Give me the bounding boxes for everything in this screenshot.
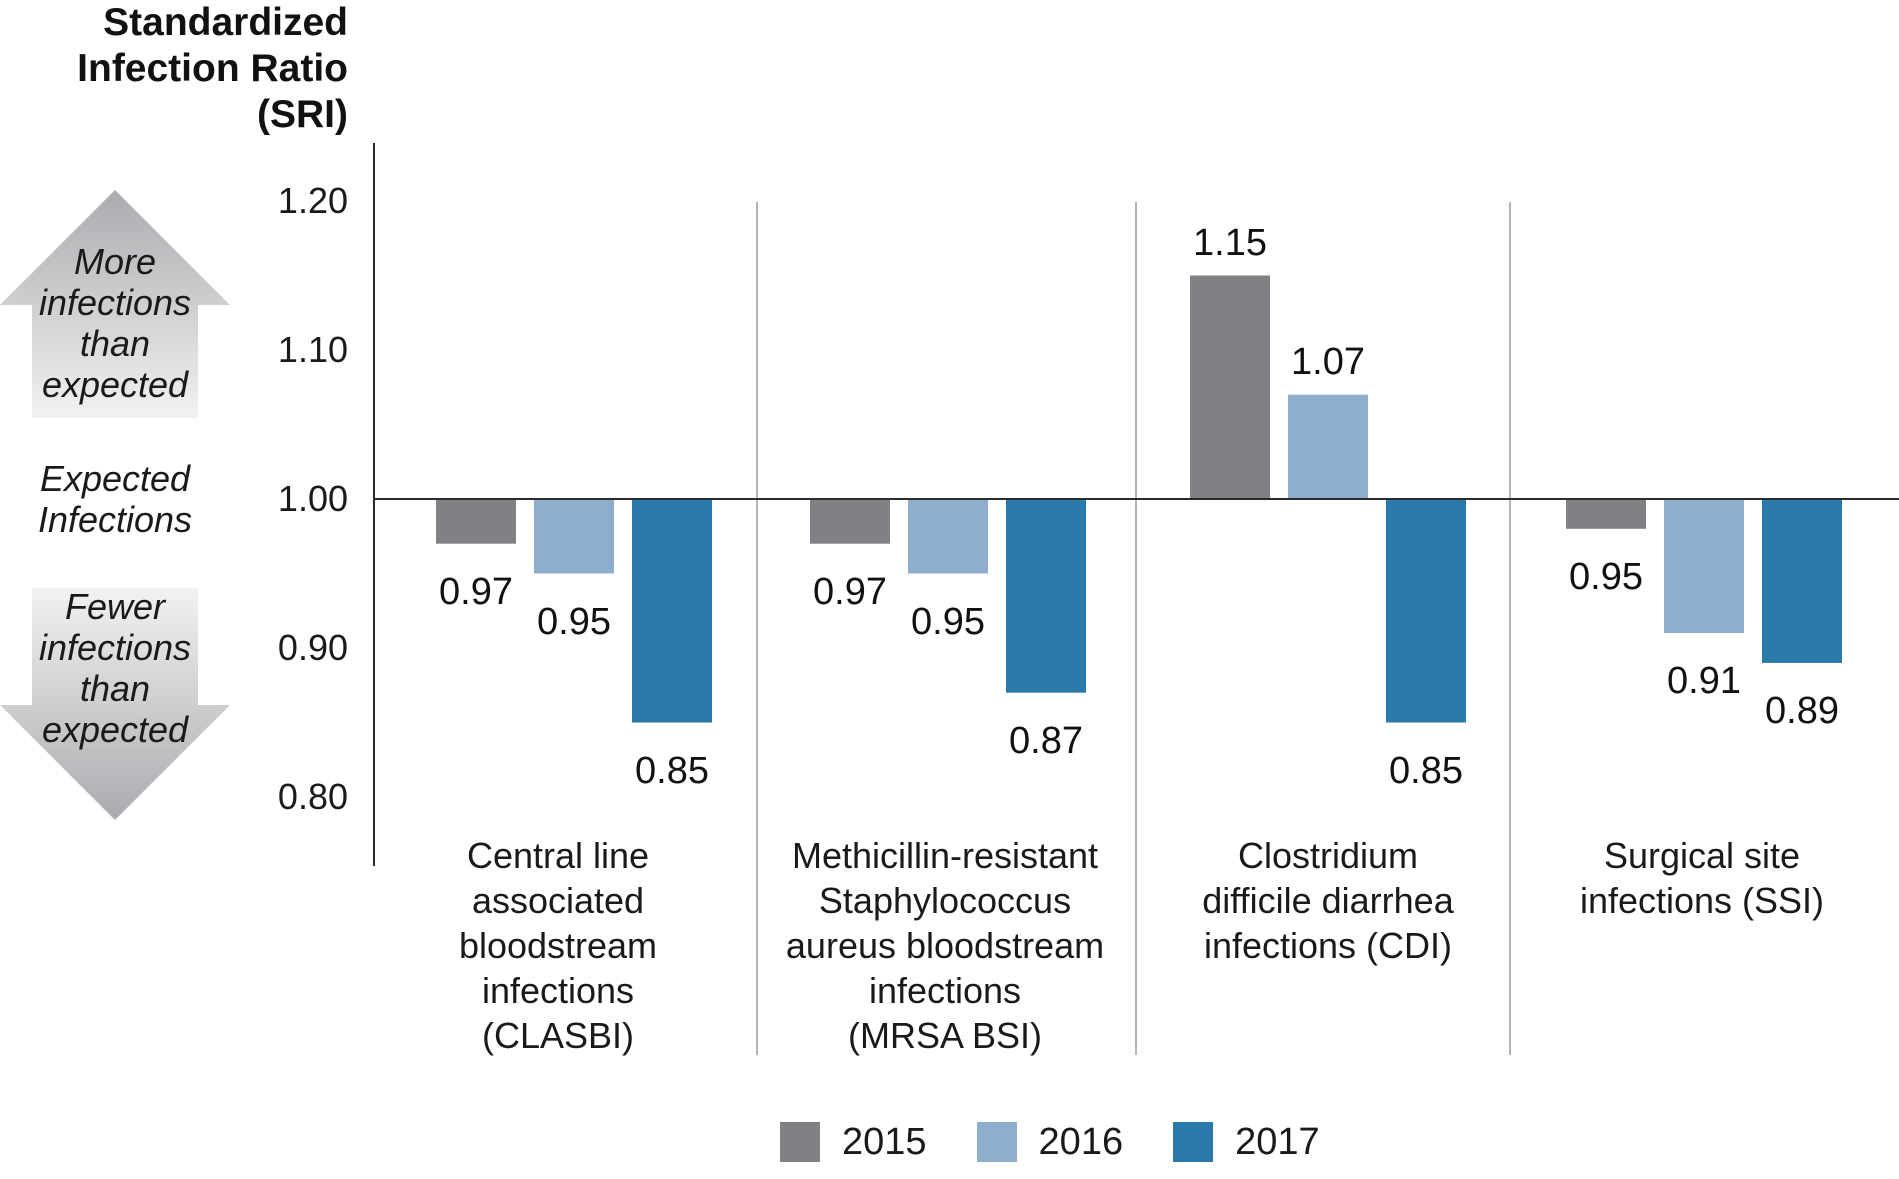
- category-label-line: infections (SSI): [1579, 880, 1825, 921]
- category-label: Central line associated bloodstream infecti…: [413, 833, 703, 1058]
- legend-label: 2015: [842, 1121, 927, 1163]
- bar-2015-cat2: [810, 499, 890, 544]
- legend-swatch: [1173, 1122, 1214, 1162]
- data-label: 1.15: [1193, 221, 1267, 264]
- y-tick-label: 0.80: [277, 776, 348, 817]
- bar-2016-cat1: [534, 499, 614, 574]
- data-label: 0.97: [439, 570, 513, 613]
- data-label: 0.95: [537, 600, 611, 643]
- category-label: Clostridium difficile diarrhea infections …: [1168, 833, 1488, 968]
- category-label-line: infections: [481, 970, 635, 1011]
- category-label-line: infections (CDI): [1203, 925, 1453, 966]
- down-arrow-icon: [0, 588, 230, 820]
- legend-item-2017: 2017: [1173, 1122, 1320, 1162]
- bar-2016-cat2: [908, 499, 988, 574]
- annotation-line: infections: [38, 627, 192, 668]
- data-label: 0.91: [1667, 660, 1741, 703]
- data-label: 1.07: [1291, 340, 1365, 383]
- category-label-line: Clostridium: [1237, 835, 1419, 876]
- category-label-line: Methicillin-resistant: [791, 835, 1099, 876]
- data-label: 0.95: [1569, 555, 1643, 598]
- bar-2016-cat4: [1664, 499, 1744, 634]
- data-label: 0.95: [911, 600, 985, 643]
- y-tick-label: 0.90: [277, 627, 348, 668]
- y-tick-label: 1.00: [277, 478, 348, 519]
- category-label-line: (MRSA BSI): [847, 1015, 1043, 1056]
- y-axis-title: Standardized Infection Ratio (SRI): [20, 0, 348, 138]
- expected-infections-label: Expected Infections: [0, 458, 230, 540]
- legend-label: 2016: [1038, 1121, 1124, 1163]
- annotation-line: More: [73, 241, 157, 282]
- data-label: 0.87: [1009, 719, 1083, 762]
- bar-2015-cat4: [1566, 499, 1646, 529]
- data-label: 0.89: [1765, 689, 1839, 732]
- annotation-line: expected: [41, 709, 189, 750]
- category-label-line: (CLASBI): [481, 1015, 635, 1056]
- legend-swatch: [976, 1122, 1017, 1162]
- legend-item-2016: 2016: [976, 1121, 1124, 1163]
- up-arrow-icon: [0, 190, 230, 418]
- annotation-line: Expected: [39, 458, 191, 499]
- annotation-line: than: [79, 668, 151, 709]
- category-label-line: bloodstream: [458, 925, 658, 966]
- category-label: Surgical site infections (SSI): [1552, 833, 1852, 923]
- bar-2017-cat1: [632, 499, 712, 723]
- y-axis-title-line: Infection Ratio: [77, 47, 348, 90]
- y-axis-title-line: (SRI): [257, 93, 348, 136]
- bar-2017-cat4: [1762, 499, 1842, 663]
- annotation-line: infections: [38, 282, 192, 323]
- bar-2015-cat1: [436, 499, 516, 544]
- category-label-line: aureus bloodstream: [785, 925, 1105, 966]
- bar-2017-cat2: [1006, 499, 1086, 693]
- annotation-line: Infections: [37, 499, 193, 540]
- data-label: 0.85: [1389, 749, 1463, 792]
- legend: 2015 2016 2017: [780, 1122, 1370, 1162]
- bar-2017-cat3: [1386, 499, 1466, 723]
- fewer-infections-label: Fewer infections than expected: [0, 586, 230, 750]
- annotation-line: than: [79, 323, 151, 364]
- legend-swatch: [780, 1122, 820, 1162]
- more-infections-label: More infections than expected: [0, 241, 230, 405]
- category-label-line: infections: [868, 970, 1022, 1011]
- legend-item-2015: 2015: [780, 1122, 927, 1162]
- bar-2015-cat3: [1190, 275, 1270, 499]
- category-label: Methicillin-resistant Staphylococcus aureu…: [765, 833, 1125, 1058]
- category-label-line: Surgical site: [1603, 835, 1801, 876]
- data-label: 0.97: [813, 570, 887, 613]
- y-tick-label: 1.10: [277, 329, 348, 370]
- category-label-line: Staphylococcus: [818, 880, 1072, 921]
- category-label-line: difficile diarrhea: [1202, 880, 1454, 921]
- category-label-line: associated: [471, 880, 645, 921]
- annotation-line: Fewer: [64, 586, 166, 627]
- y-axis-title-line: Standardized: [103, 1, 348, 44]
- data-label: 0.85: [635, 749, 709, 792]
- legend-label: 2017: [1235, 1121, 1320, 1163]
- y-tick-label: 1.20: [277, 180, 348, 221]
- annotation-line: expected: [41, 364, 189, 405]
- category-label-line: Central line: [466, 835, 650, 876]
- bar-2016-cat3: [1288, 394, 1368, 499]
